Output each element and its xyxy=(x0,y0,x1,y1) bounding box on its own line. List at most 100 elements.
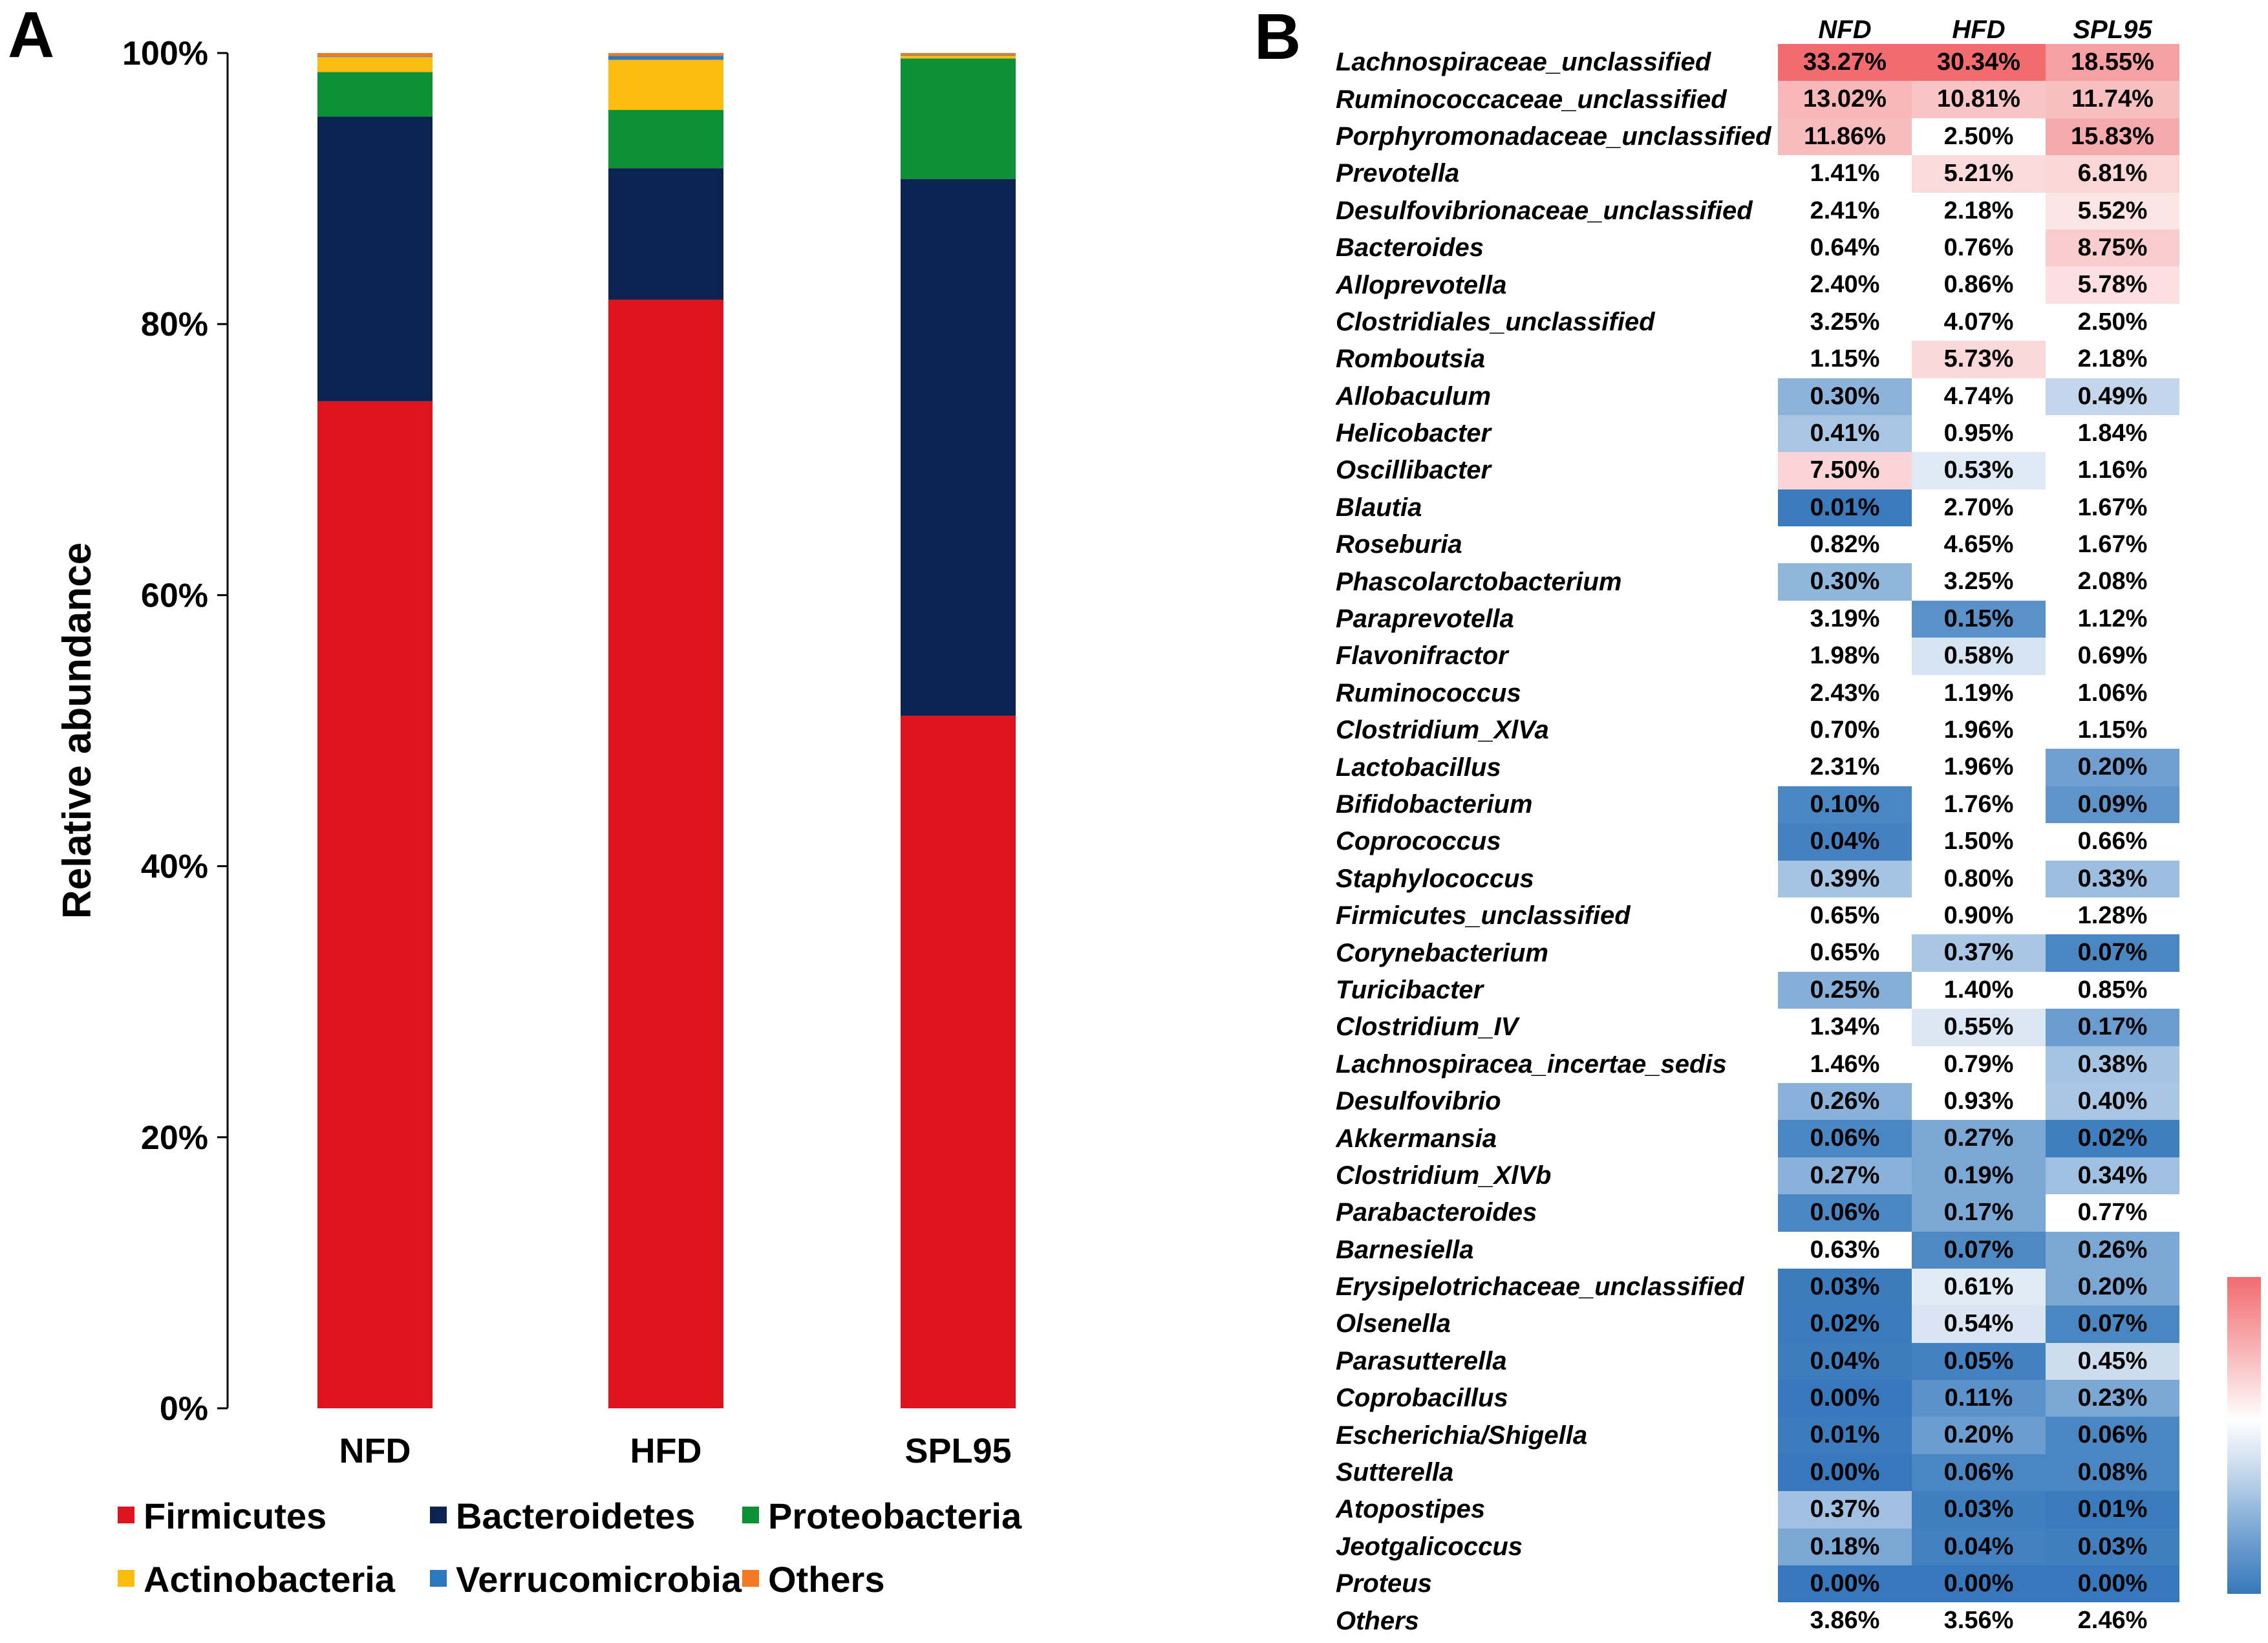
heatmap-cell: 2.08% xyxy=(2046,563,2179,601)
heatmap-row: Desulfovibrio 0.26% 0.93% 0.40% xyxy=(1336,1082,2179,1121)
heatmap-cell: 5.52% xyxy=(2046,192,2179,230)
heatmap-cell: 2.18% xyxy=(2046,341,2179,378)
heatmap-row-label: Corynebacterium xyxy=(1336,938,1548,967)
heatmap-cell: 0.00% xyxy=(1778,1565,1912,1603)
heatmap-cell: 0.30% xyxy=(1778,563,1912,601)
heatmap-cell: 0.23% xyxy=(2046,1380,2179,1417)
heatmap-row-label: Alloprevotella xyxy=(1336,270,1507,299)
heatmap-cell: 0.93% xyxy=(1912,1082,2046,1121)
heatmap-row-label: Ruminococcus xyxy=(1336,678,1521,707)
heatmap-row: Escherichia/Shigella 0.01% 0.20% 0.06% xyxy=(1336,1417,2179,1454)
heatmap-row-label: Turicibacter xyxy=(1336,975,1484,1004)
heatmap-row: Desulfovibrionaceae_unclassified 2.41% 2.1… xyxy=(1336,192,2179,230)
heatmap-cell: 0.55% xyxy=(1912,1009,2046,1046)
bar-segment-firmicutes-nfd xyxy=(317,401,433,1408)
heatmap-row: Ruminococcus 2.43% 1.19% 1.06% xyxy=(1336,674,2179,713)
heatmap-row: Corynebacterium 0.65% 0.37% 0.07% xyxy=(1336,934,2179,972)
heatmap-cell: 2.43% xyxy=(1778,674,1912,713)
y-axis-label: Relative abundance xyxy=(55,542,100,919)
heatmap-cell: 4.74% xyxy=(1912,378,2046,415)
heatmap-cell: 0.07% xyxy=(1912,1231,2046,1269)
heatmap-row-label: Blautia xyxy=(1336,493,1422,522)
heatmap-row-label: Jeotgalicoccus xyxy=(1336,1532,1523,1561)
heatmap-cell: 0.34% xyxy=(2046,1157,2179,1195)
heatmap-row: Allobaculum 0.30% 4.74% 0.49% xyxy=(1336,378,2179,415)
heatmap-cell: 2.40% xyxy=(1778,266,1912,304)
heatmap-row-label: Coprococcus xyxy=(1336,827,1501,856)
heatmap-cell: 11.74% xyxy=(2046,81,2179,118)
heatmap-row-label: Parasutterella xyxy=(1336,1346,1507,1375)
bars xyxy=(317,53,1016,1409)
heatmap-panel: B NFD HFD SPL95 Lachnospiraceae_unclassifi… xyxy=(1254,0,2268,1643)
heatmap-cell: 0.37% xyxy=(1912,934,2046,972)
heatmap-cell: 1.15% xyxy=(2046,712,2179,749)
heatmap-cell: 2.18% xyxy=(1912,192,2046,230)
heatmap-cell: 0.85% xyxy=(2046,971,2179,1009)
heatmap-row: Phascolarctobacterium 0.30% 3.25% 2.08% xyxy=(1336,563,2179,601)
panel-label-a: A xyxy=(8,0,54,71)
heatmap-cell: 0.00% xyxy=(1912,1565,2046,1603)
heatmap-cell: 10.81% xyxy=(1912,81,2046,118)
heatmap-cell: 33.27% xyxy=(1778,44,1912,81)
x-category-label: NFD xyxy=(339,1432,411,1470)
heatmap-cell: 0.03% xyxy=(1778,1268,1912,1306)
heatmap-cell: 0.06% xyxy=(1778,1120,1912,1157)
heatmap-row: Clostridium_XlVa 0.70% 1.96% 1.15% xyxy=(1336,712,2179,749)
heatmap-cell: 1.19% xyxy=(1912,674,2046,713)
heatmap-cell: 0.40% xyxy=(2046,1082,2179,1121)
heatmap-row-label: Firmicutes_unclassified xyxy=(1336,901,1631,930)
heatmap-column-header: HFD xyxy=(1952,16,2006,44)
heatmap-cell: 1.67% xyxy=(2046,489,2179,527)
heatmap-row-label: Olsenella xyxy=(1336,1309,1451,1338)
heatmap-row-label: Desulfovibrionaceae_unclassified xyxy=(1336,196,1753,225)
heatmap-cell: 0.38% xyxy=(2046,1046,2179,1083)
heatmap-cell: 0.76% xyxy=(1912,229,2046,267)
heatmap-row-label: Oscillibacter xyxy=(1336,456,1492,485)
heatmap-row: Lactobacillus 2.31% 1.96% 0.20% xyxy=(1336,749,2179,786)
heatmap-cell: 0.02% xyxy=(2046,1120,2179,1157)
y-tick-label: 20% xyxy=(141,1119,208,1157)
heatmap-cell: 0.27% xyxy=(1912,1120,2046,1157)
heatmap-row: Lachnospiraceae_unclassified 33.27% 30.34%… xyxy=(1336,44,2179,81)
bar-segment-firmicutes-spl95 xyxy=(901,715,1016,1408)
heatmap-row-label: Flavonifractor xyxy=(1336,641,1508,671)
bar-segment-others-hfd xyxy=(608,53,723,56)
heatmap-cell: 0.30% xyxy=(1778,378,1912,415)
heatmap-row-label: Bacteroides xyxy=(1336,233,1484,263)
heatmap-cell: 0.00% xyxy=(1778,1454,1912,1492)
heatmap-row-label: Atopostipes xyxy=(1336,1495,1486,1524)
heatmap-cell: 1.41% xyxy=(1778,155,1912,193)
heatmap-cell: 0.20% xyxy=(2046,1268,2179,1306)
y-tick-label: 80% xyxy=(141,306,208,343)
heatmap-cell: 0.95% xyxy=(1912,414,2046,453)
bar-segment-actinobacteria-hfd xyxy=(608,59,723,111)
heatmap-row: Turicibacter 0.25% 1.40% 0.85% xyxy=(1336,971,2179,1009)
heatmap-row: Others 3.86% 3.56% 2.46% xyxy=(1336,1602,2179,1640)
bar-segment-verrucomicrobia-nfd xyxy=(317,56,433,58)
heatmap-cell: 7.50% xyxy=(1778,452,1912,489)
legend-label: Firmicutes xyxy=(144,1496,326,1536)
heatmap-row-label: Staphylococcus xyxy=(1336,864,1534,893)
heatmap-cell: 0.02% xyxy=(1778,1305,1912,1343)
heatmap-cell: 0.09% xyxy=(2046,786,2179,824)
heatmap-cell: 0.07% xyxy=(2046,1305,2179,1343)
heatmap-cell: 1.96% xyxy=(1912,712,2046,749)
heatmap-cell: 0.49% xyxy=(2046,378,2179,415)
heatmap-row-label: Bifidobacterium xyxy=(1336,790,1533,819)
heatmap-row: Akkermansia 0.06% 0.27% 0.02% xyxy=(1336,1120,2179,1157)
heatmap-row: Olsenella 0.02% 0.54% 0.07% xyxy=(1336,1305,2179,1343)
heatmap-cell: 0.06% xyxy=(1778,1194,1912,1232)
y-tick-labels: 0% 20% 40% 60% 80% 100% xyxy=(122,35,208,1428)
heatmap-row-label: Others xyxy=(1336,1606,1419,1635)
heatmap-cell: 0.65% xyxy=(1778,934,1912,972)
heatmap-row-label: Helicobacter xyxy=(1336,419,1492,448)
heatmap-row: Jeotgalicoccus 0.18% 0.04% 0.03% xyxy=(1336,1528,2179,1566)
heatmap-row: Porphyromonadaceae_unclassified 11.86% 2.5… xyxy=(1336,118,2179,156)
heatmap-row-label: Clostridium_XlVa xyxy=(1336,716,1549,745)
heatmap-cell: 0.82% xyxy=(1778,526,1912,564)
y-tick-label: 100% xyxy=(122,35,208,72)
heatmap-row-label: Akkermansia xyxy=(1336,1124,1497,1153)
heatmap-column-header: NFD xyxy=(1818,16,1872,44)
heatmap-row-label: Clostridiales_unclassified xyxy=(1336,307,1655,336)
heatmap-row-label: Prevotella xyxy=(1336,159,1460,188)
